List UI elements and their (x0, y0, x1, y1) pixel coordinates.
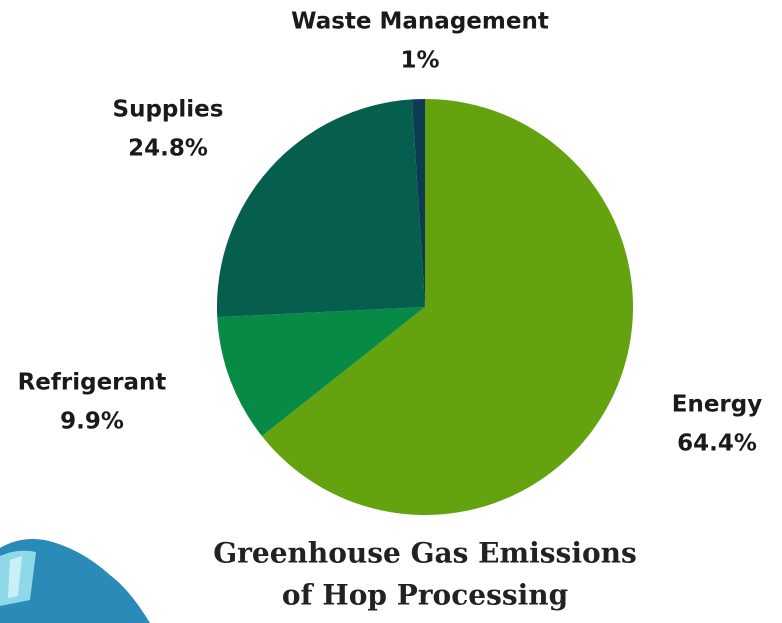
chart: Greenhouse Gas Emissions of Hop Processi… (0, 0, 782, 623)
slice-value: 1% (400, 48, 439, 74)
slice-value: 64.4% (677, 431, 757, 457)
slice-label: Refrigerant (18, 370, 167, 396)
pie-slice (217, 99, 425, 317)
slice-label: Energy (672, 392, 762, 418)
slice-value: 24.8% (128, 136, 208, 162)
chart-title: Greenhouse Gas Emissions (213, 537, 637, 570)
car-icon (0, 539, 150, 623)
chart-title: of Hop Processing (282, 579, 568, 612)
slice-label: Supplies (113, 97, 224, 123)
slice-label: Waste Management (291, 9, 549, 35)
slice-value: 9.9% (60, 409, 124, 435)
